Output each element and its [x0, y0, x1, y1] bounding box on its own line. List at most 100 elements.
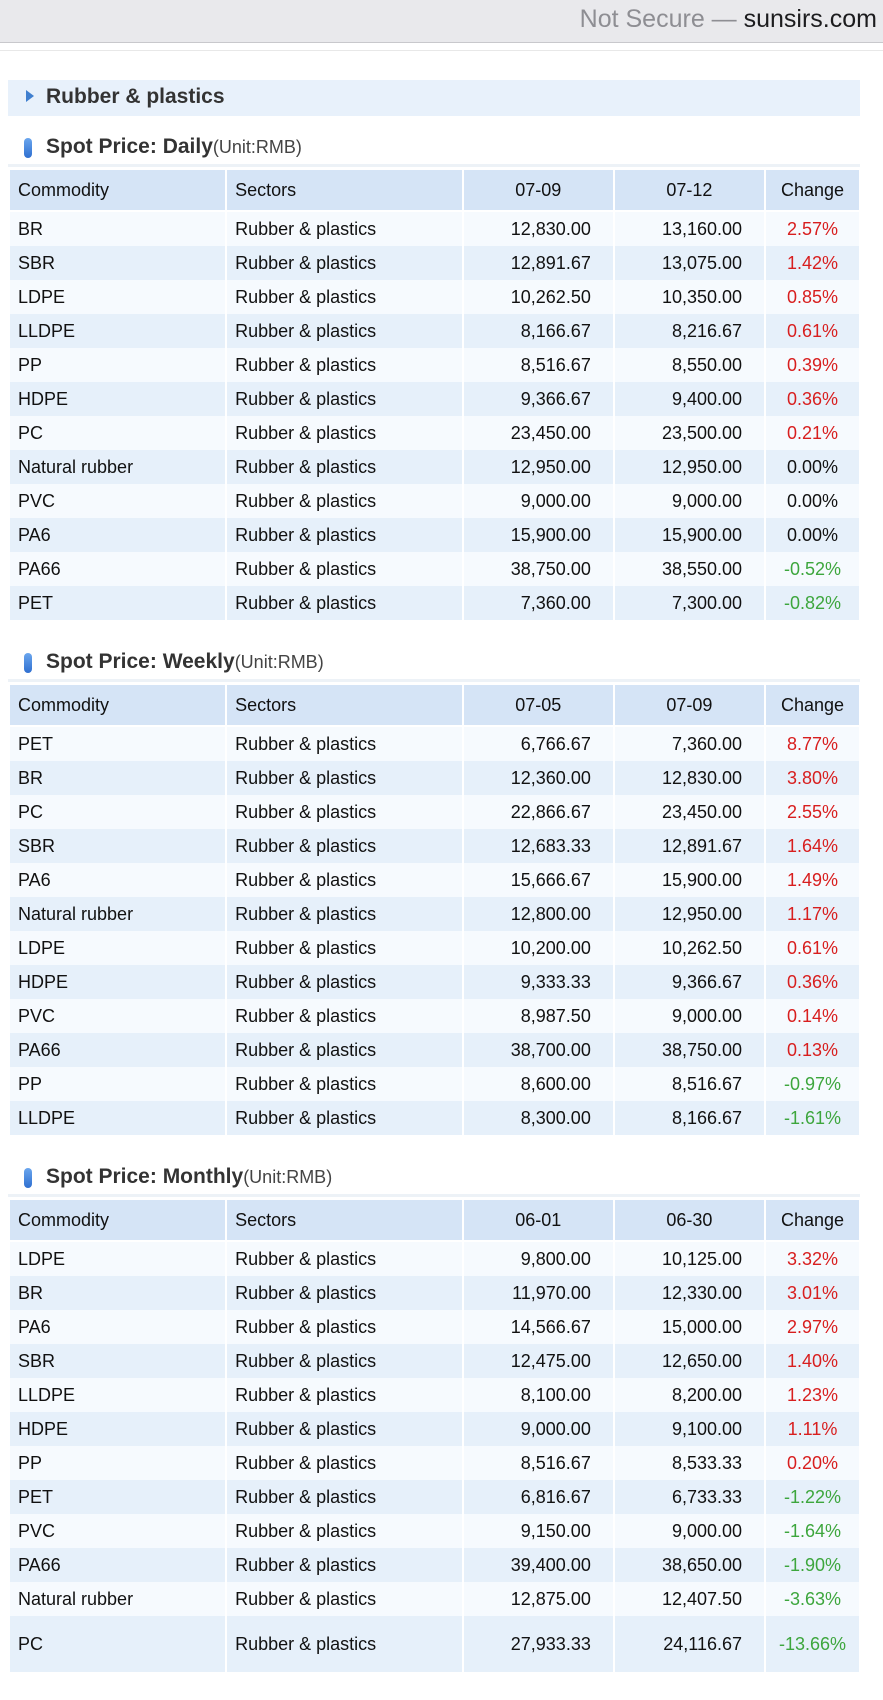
table-row[interactable]: Natural rubber Rubber & plastics 12,875.00…: [10, 1582, 859, 1616]
triangle-right-icon: [26, 90, 34, 102]
sector-cell: Rubber & plastics: [227, 1582, 462, 1616]
commodity-cell: PET: [10, 1480, 226, 1514]
table-row[interactable]: BR Rubber & plastics 11,970.00 12,330.00 3.0…: [10, 1276, 859, 1310]
table-row[interactable]: SBR Rubber & plastics 12,475.00 12,650.00 1.…: [10, 1344, 859, 1378]
sector-cell: Rubber & plastics: [227, 863, 462, 897]
table-row[interactable]: PP Rubber & plastics 8,516.67 8,533.33 0.20%: [10, 1446, 859, 1480]
table-row[interactable]: PC Rubber & plastics 23,450.00 23,500.00 0.2…: [10, 416, 859, 450]
table-row[interactable]: SBR Rubber & plastics 12,891.67 13,075.00 1.…: [10, 246, 859, 280]
table-row[interactable]: HDPE Rubber & plastics 9,366.67 9,400.00 0.3…: [10, 382, 859, 416]
table-row[interactable]: PVC Rubber & plastics 9,000.00 9,000.00 0.00…: [10, 484, 859, 518]
change-cell: -0.52%: [766, 552, 859, 586]
price-1-cell: 23,450.00: [463, 416, 613, 450]
col-header-change: Change: [766, 170, 859, 212]
sector-cell: Rubber & plastics: [227, 348, 462, 382]
commodity-cell: LLDPE: [10, 1378, 226, 1412]
commodity-cell: BR: [10, 1276, 226, 1310]
table-row[interactable]: BR Rubber & plastics 12,360.00 12,830.00 3.8…: [10, 761, 859, 795]
sector-cell: Rubber & plastics: [227, 484, 462, 518]
commodity-cell: PA6: [10, 1310, 226, 1344]
table-row[interactable]: PVC Rubber & plastics 8,987.50 9,000.00 0.14…: [10, 999, 859, 1033]
table-row[interactable]: PET Rubber & plastics 6,766.67 7,360.00 8.77…: [10, 727, 859, 761]
price-2-cell: 15,000.00: [614, 1310, 765, 1344]
section-title-text: Spot Price: Weekly: [46, 650, 235, 673]
commodity-cell: BR: [10, 761, 226, 795]
price-1-cell: 8,600.00: [463, 1067, 613, 1101]
price-1-cell: 27,933.33: [463, 1616, 613, 1672]
table-row[interactable]: LLDPE Rubber & plastics 8,100.00 8,200.00 1.…: [10, 1378, 859, 1412]
browser-address-bar[interactable]: Not Secure — sunsirs.com: [0, 0, 883, 43]
table-row[interactable]: Natural rubber Rubber & plastics 12,800.00…: [10, 897, 859, 931]
price-1-cell: 10,200.00: [463, 931, 613, 965]
sector-cell: Rubber & plastics: [227, 1446, 462, 1480]
col-header-date1: 07-09: [463, 170, 613, 212]
price-2-cell: 8,516.67: [614, 1067, 765, 1101]
price-2-cell: 12,891.67: [614, 829, 765, 863]
commodity-cell: PET: [10, 586, 226, 620]
table-row[interactable]: LDPE Rubber & plastics 10,262.50 10,350.00 0…: [10, 280, 859, 314]
table-row[interactable]: HDPE Rubber & plastics 9,000.00 9,100.00 1.1…: [10, 1412, 859, 1446]
price-1-cell: 10,262.50: [463, 280, 613, 314]
table-row[interactable]: LDPE Rubber & plastics 9,800.00 10,125.00 3.…: [10, 1242, 859, 1276]
table-row[interactable]: PET Rubber & plastics 6,816.67 6,733.33 -1.2…: [10, 1480, 859, 1514]
price-1-cell: 12,875.00: [463, 1582, 613, 1616]
commodity-cell: HDPE: [10, 382, 226, 416]
divider: [0, 50, 883, 51]
commodity-cell: PA6: [10, 518, 226, 552]
change-cell: 1.42%: [766, 246, 859, 280]
table-row[interactable]: PA66 Rubber & plastics 39,400.00 38,650.00-…: [10, 1548, 859, 1582]
price-1-cell: 8,100.00: [463, 1378, 613, 1412]
table-row[interactable]: PC Rubber & plastics 27,933.33 24,116.67 -13…: [10, 1616, 859, 1672]
change-cell: 0.20%: [766, 1446, 859, 1480]
table-row[interactable]: Natural rubber Rubber & plastics 12,950.00…: [10, 450, 859, 484]
table-row[interactable]: PA6 Rubber & plastics 15,900.00 15,900.00 0.…: [10, 518, 859, 552]
table-row[interactable]: PA6 Rubber & plastics 15,666.67 15,900.00 1.…: [10, 863, 859, 897]
table-row[interactable]: HDPE Rubber & plastics 9,333.33 9,366.67 0.3…: [10, 965, 859, 999]
table-row[interactable]: PVC Rubber & plastics 9,150.00 9,000.00 -1.6…: [10, 1514, 859, 1548]
col-header-sectors: Sectors: [227, 1200, 462, 1242]
table-row[interactable]: PP Rubber & plastics 8,516.67 8,550.00 0.39%: [10, 348, 859, 382]
table-row[interactable]: LLDPE Rubber & plastics 8,166.67 8,216.67 0.…: [10, 314, 859, 348]
change-cell: 0.14%: [766, 999, 859, 1033]
change-cell: 1.64%: [766, 829, 859, 863]
commodity-cell: HDPE: [10, 1412, 226, 1446]
change-cell: -0.82%: [766, 586, 859, 620]
table-row[interactable]: LDPE Rubber & plastics 10,200.00 10,262.50 0…: [10, 931, 859, 965]
sector-cell: Rubber & plastics: [227, 999, 462, 1033]
sector-cell: Rubber & plastics: [227, 518, 462, 552]
change-cell: 0.36%: [766, 382, 859, 416]
change-cell: 3.01%: [766, 1276, 859, 1310]
table-row[interactable]: PC Rubber & plastics 22,866.67 23,450.00 2.5…: [10, 795, 859, 829]
section-title-weekly: Spot Price: Weekly(Unit:RMB): [8, 645, 860, 682]
category-title: Rubber & plastics: [46, 85, 225, 108]
sector-cell: Rubber & plastics: [227, 382, 462, 416]
table-row[interactable]: BR Rubber & plastics 12,830.00 13,160.00 2.5…: [10, 212, 859, 246]
price-1-cell: 8,166.67: [463, 314, 613, 348]
section-marker-icon: [24, 653, 32, 673]
table-row[interactable]: PA6 Rubber & plastics 14,566.67 15,000.00 2.…: [10, 1310, 859, 1344]
price-2-cell: 10,262.50: [614, 931, 765, 965]
sector-cell: Rubber & plastics: [227, 1548, 462, 1582]
table-row[interactable]: PET Rubber & plastics 7,360.00 7,300.00 -0.8…: [10, 586, 859, 620]
price-1-cell: 12,800.00: [463, 897, 613, 931]
table-row[interactable]: SBR Rubber & plastics 12,683.33 12,891.67 1.…: [10, 829, 859, 863]
table-row[interactable]: PP Rubber & plastics 8,600.00 8,516.67 -0.97…: [10, 1067, 859, 1101]
table-row[interactable]: LLDPE Rubber & plastics 8,300.00 8,166.67 -1…: [10, 1101, 859, 1135]
price-2-cell: 9,400.00: [614, 382, 765, 416]
url-text[interactable]: Not Secure — sunsirs.com: [580, 4, 877, 34]
change-cell: 3.80%: [766, 761, 859, 795]
sector-cell: Rubber & plastics: [227, 314, 462, 348]
col-header-sectors: Sectors: [227, 685, 462, 727]
price-2-cell: 9,100.00: [614, 1412, 765, 1446]
price-table-monthly: Commodity Sectors 06-01 06-30 Change LDP…: [8, 1200, 861, 1672]
sector-cell: Rubber & plastics: [227, 1276, 462, 1310]
commodity-cell: Natural rubber: [10, 897, 226, 931]
category-header[interactable]: Rubber & plastics: [8, 80, 860, 116]
price-1-cell: 12,830.00: [463, 212, 613, 246]
table-row[interactable]: PA66 Rubber & plastics 38,750.00 38,550.00-…: [10, 552, 859, 586]
price-1-cell: 8,516.67: [463, 348, 613, 382]
price-2-cell: 23,450.00: [614, 795, 765, 829]
commodity-cell: PET: [10, 727, 226, 761]
table-row[interactable]: PA66 Rubber & plastics 38,700.00 38,750.00 0…: [10, 1033, 859, 1067]
commodity-cell: PVC: [10, 999, 226, 1033]
